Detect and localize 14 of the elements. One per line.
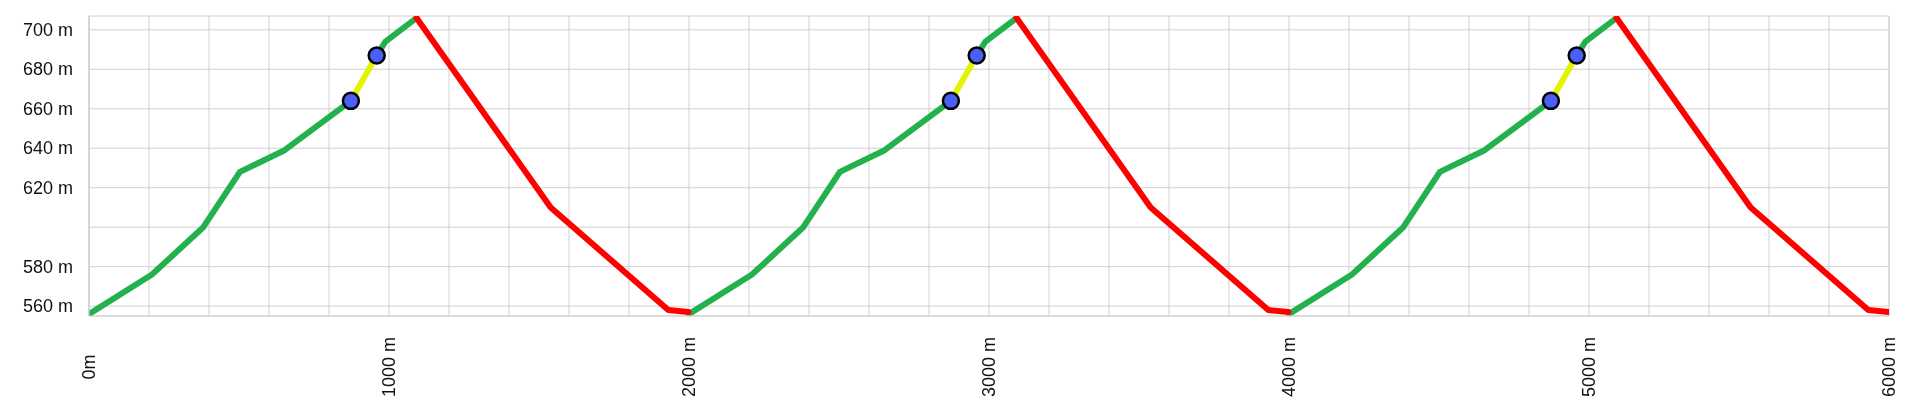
y-tick-label: 640 m xyxy=(22,138,73,159)
y-tick-label: 700 m xyxy=(22,19,73,40)
x-tick-label: 5000 m xyxy=(1579,336,1599,398)
x-tick-label: 2000 m xyxy=(679,336,699,398)
y-tick-label: 580 m xyxy=(22,256,73,277)
y-tick-label: 660 m xyxy=(22,98,73,119)
y-tick-label: 680 m xyxy=(22,59,73,80)
x-tick-label: 0m xyxy=(79,354,99,380)
y-tick-label: 560 m xyxy=(22,296,73,317)
x-tick-label: 1000 m xyxy=(379,336,399,398)
y-tick-label: 620 m xyxy=(22,177,73,198)
x-tick-label: 4000 m xyxy=(1279,336,1299,398)
x-tick-label: 3000 m xyxy=(979,336,999,398)
x-tick-label: 6000 m xyxy=(1879,336,1899,398)
